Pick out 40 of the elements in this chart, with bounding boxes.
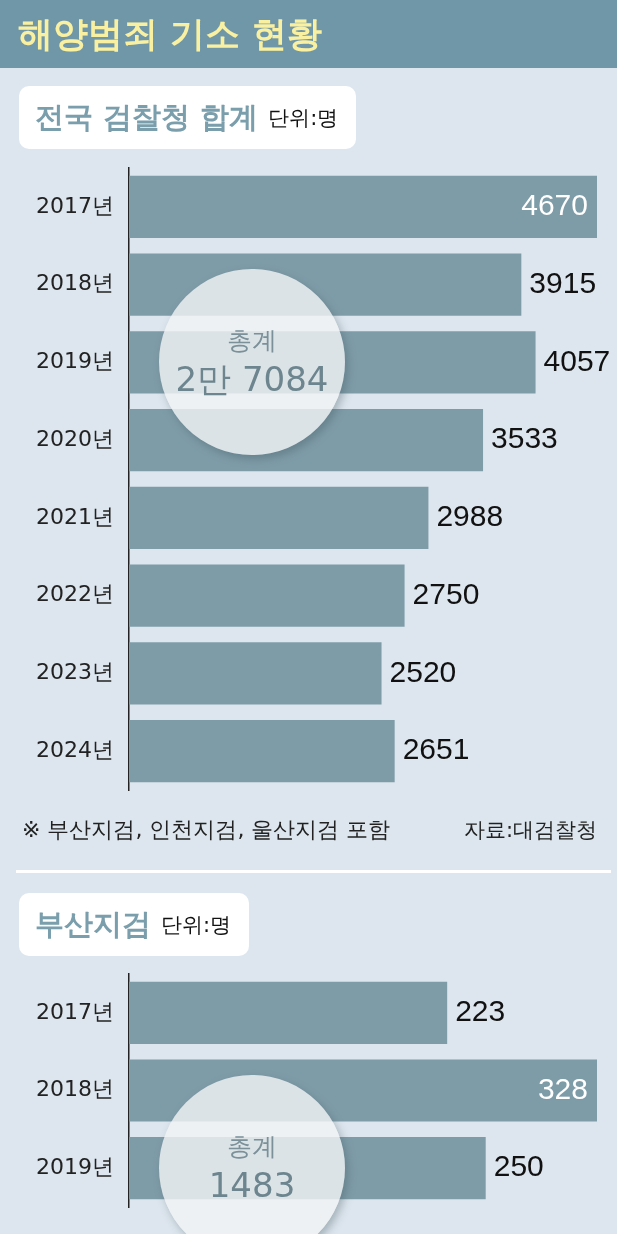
bar (129, 720, 395, 783)
y-tick-label: 2020년 (36, 425, 114, 451)
y-tick-label: 2024년 (36, 736, 114, 762)
data-label: 328 (537, 1071, 588, 1105)
y-tick-label: 2019년 (36, 348, 114, 374)
y-tick-label: 2017년 (36, 998, 114, 1024)
chart-title: 부산지검 (35, 905, 151, 943)
data-label: 3533 (491, 421, 558, 455)
y-tick-label: 2017년 (36, 192, 114, 218)
y-tick-label: 2018년 (36, 270, 114, 296)
y-tick-label: 2019년 (36, 1153, 114, 1179)
data-label: 4057 (543, 343, 611, 377)
data-label: 3915 (529, 265, 597, 299)
text: ※ 부산지검, 인천지검, 울산지검 포함 (22, 816, 391, 844)
data-label: 4670 (521, 188, 588, 222)
annotation: 2만 7084 (175, 358, 329, 401)
title-box: 전국 검찰청 합계 단위:명 (19, 86, 357, 149)
title-box: 부산지검 단위:명 (19, 893, 250, 956)
bar (129, 564, 405, 627)
text: 자료:대검찰청 (463, 817, 597, 844)
data-label: 2988 (436, 499, 504, 533)
annotation: 총계 (227, 1131, 277, 1164)
annotation: 1483 (208, 1164, 296, 1207)
y-tick-label: 2018년 (36, 1076, 114, 1102)
bar (129, 175, 597, 238)
data-label: 2750 (412, 576, 480, 610)
annotation: 총계 (227, 325, 277, 358)
bar (129, 486, 429, 549)
text: 해양범죄 기소 현황 (18, 12, 323, 56)
y-tick-label: 2023년 (36, 659, 114, 685)
data-label: 250 (493, 1149, 544, 1183)
data-label: 2651 (402, 732, 470, 766)
chart-subtitle: 단위:명 (268, 104, 339, 132)
data-label: 223 (455, 994, 506, 1028)
y-tick-label: 2022년 (36, 581, 114, 607)
chart-subtitle: 단위:명 (161, 911, 232, 939)
bar (129, 642, 382, 705)
data-label: 2520 (389, 654, 457, 688)
chart-title: 전국 검찰청 합계 (35, 98, 259, 136)
y-tick-label: 2021년 (36, 503, 114, 529)
